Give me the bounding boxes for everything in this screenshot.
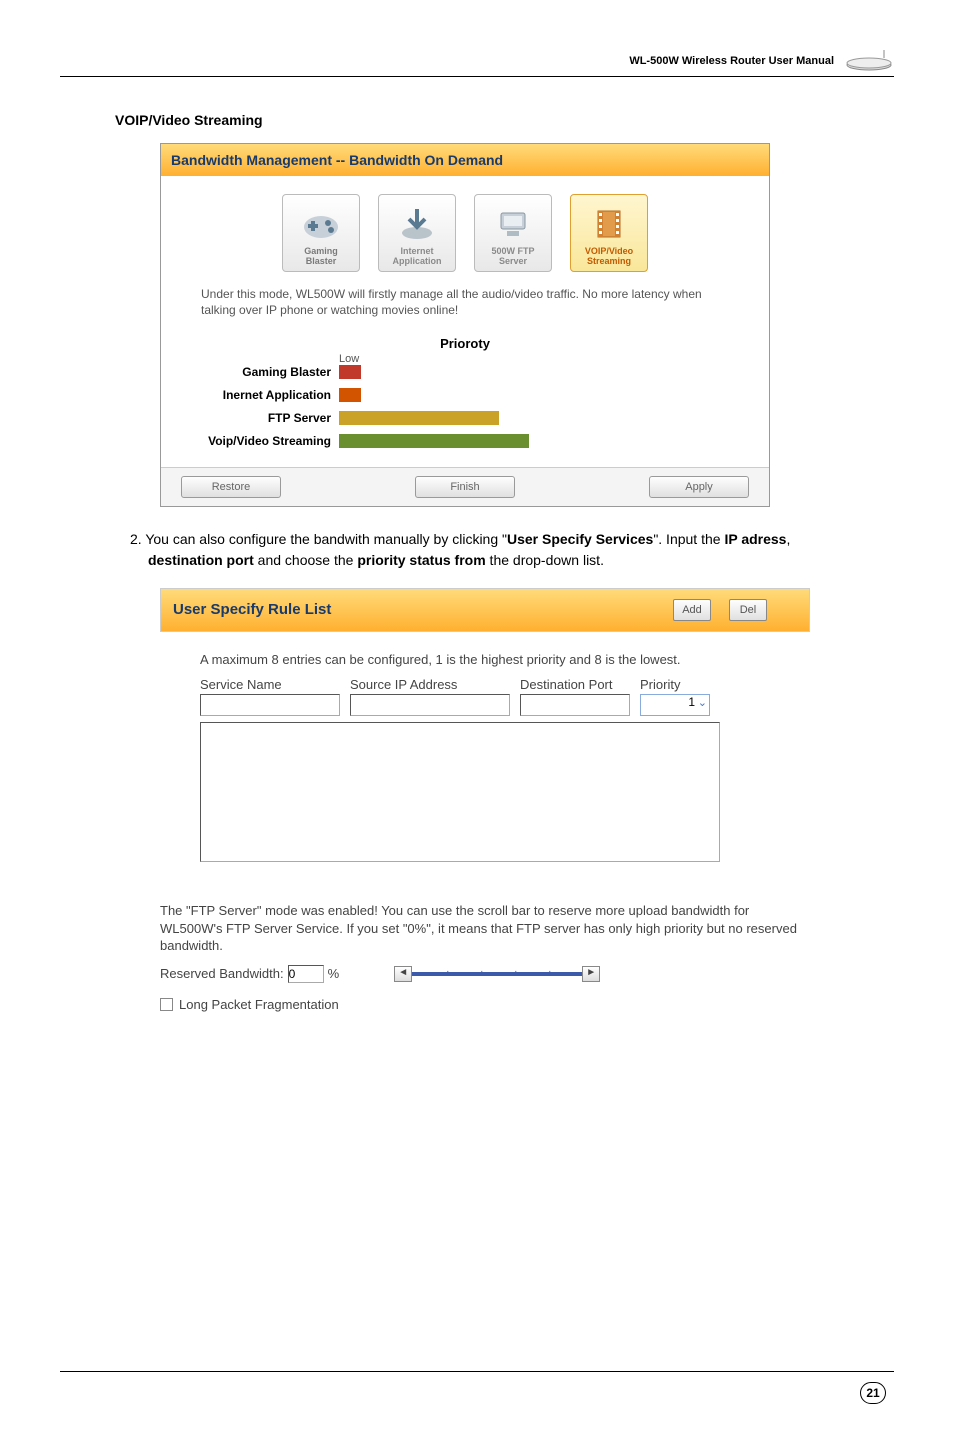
mode-label: VOIP/Video Streaming xyxy=(585,247,633,267)
mode-description: Under this mode, WL500W will firstly man… xyxy=(161,282,769,332)
download-icon xyxy=(397,205,437,243)
mode-ftp-server[interactable]: 500W FTP Server xyxy=(474,194,552,272)
rule-list-box[interactable] xyxy=(200,722,720,862)
add-button[interactable]: Add xyxy=(673,599,711,621)
long-packet-checkbox[interactable] xyxy=(160,998,173,1011)
col-service-name: Service Name xyxy=(200,677,350,692)
priority-low-label: Low xyxy=(339,353,759,365)
slider-track[interactable]: · · · · xyxy=(412,972,582,976)
t: and choose the xyxy=(254,552,358,568)
rule-inputs: 1 xyxy=(200,694,720,716)
source-ip-input[interactable] xyxy=(350,694,510,716)
restore-button[interactable]: Restore xyxy=(181,476,281,498)
long-packet-row: Long Packet Fragmentation xyxy=(160,997,810,1012)
t: priority status from xyxy=(357,552,485,568)
slider-right-icon[interactable]: ► xyxy=(582,966,600,982)
priority-bar xyxy=(339,388,361,402)
rule-input-area: Service Name Source IP Address Destinati… xyxy=(200,677,720,716)
mode-voip-video[interactable]: VOIP/Video Streaming xyxy=(570,194,648,272)
manual-title: WL-500W Wireless Router User Manual xyxy=(629,55,834,67)
col-source-ip: Source IP Address xyxy=(350,677,520,692)
mode-gaming-blaster[interactable]: Gaming Blaster xyxy=(282,194,360,272)
priority-row-label: Voip/Video Streaming xyxy=(171,434,339,448)
page-number: 21 xyxy=(860,1382,886,1404)
priority-select[interactable]: 1 xyxy=(640,694,710,716)
rule-list-panel: User Specify Rule List Add Del A maximum… xyxy=(160,588,810,1012)
priority-row: Voip/Video Streaming xyxy=(171,434,759,448)
mode-label: 500W FTP Server xyxy=(491,247,534,267)
t: IP adress xyxy=(724,531,786,547)
priority-row-label: Inernet Application xyxy=(171,388,339,402)
ftp-note: The "FTP Server" mode was enabled! You c… xyxy=(160,902,800,955)
long-packet-label: Long Packet Fragmentation xyxy=(179,997,339,1012)
priority-row: Inernet Application xyxy=(171,388,759,402)
priority-heading: Prioroty xyxy=(171,336,759,351)
bandwidth-slider[interactable]: ◄ · · · · ► xyxy=(394,966,600,982)
priority-bar xyxy=(339,411,499,425)
reserved-bandwidth-row: Reserved Bandwidth: % ◄ · · · · ► xyxy=(160,965,810,983)
computer-icon xyxy=(493,205,533,243)
t: User Specify Services xyxy=(507,531,653,547)
mode-label: Internet Application xyxy=(393,247,442,267)
priority-row-label: FTP Server xyxy=(171,411,339,425)
rule-list-header: User Specify Rule List Add Del xyxy=(160,588,810,632)
col-priority: Priority xyxy=(640,677,710,692)
col-dest-port: Destination Port xyxy=(520,677,640,692)
del-button[interactable]: Del xyxy=(729,599,767,621)
router-icon xyxy=(844,50,894,72)
bandwidth-panel: Bandwidth Management -- Bandwidth On Dem… xyxy=(160,143,770,507)
t: ". Input the xyxy=(653,531,724,547)
section-title: VOIP/Video Streaming xyxy=(115,112,894,128)
service-name-input[interactable] xyxy=(200,694,340,716)
reserved-label: Reserved Bandwidth: xyxy=(160,966,284,981)
t: the drop-down list. xyxy=(486,552,604,568)
step2-text: 2. You can also configure the bandwith m… xyxy=(130,529,839,570)
finish-button[interactable]: Finish xyxy=(415,476,515,498)
footer-rule xyxy=(60,1371,894,1372)
mode-internet-application[interactable]: Internet Application xyxy=(378,194,456,272)
gamepad-icon xyxy=(301,205,341,243)
reserved-unit: % xyxy=(328,966,340,981)
priority-row: Gaming Blaster xyxy=(171,365,759,379)
priority-bar xyxy=(339,434,529,448)
dest-port-input[interactable] xyxy=(520,694,630,716)
mode-row: Gaming Blaster Internet Application 500W… xyxy=(161,176,769,282)
t: , xyxy=(786,531,790,547)
slider-left-icon[interactable]: ◄ xyxy=(394,966,412,982)
priority-block: Prioroty Low Gaming Blaster Inernet Appl… xyxy=(161,332,769,467)
apply-button[interactable]: Apply xyxy=(649,476,749,498)
priority-row-label: Gaming Blaster xyxy=(171,365,339,379)
t: 2. You can also configure the bandwith m… xyxy=(130,531,507,547)
priority-row: FTP Server xyxy=(171,411,759,425)
reserved-bandwidth-input[interactable] xyxy=(288,965,324,983)
bandwidth-panel-title: Bandwidth Management -- Bandwidth On Dem… xyxy=(161,144,769,176)
mode-label: Gaming Blaster xyxy=(304,247,338,267)
max-entries-note: A maximum 8 entries can be configured, 1… xyxy=(200,652,810,667)
t: destination port xyxy=(148,552,254,568)
rule-columns: Service Name Source IP Address Destinati… xyxy=(200,677,720,692)
priority-bar xyxy=(339,365,361,379)
panel-button-row: Restore Finish Apply xyxy=(161,467,769,506)
rule-list-title: User Specify Rule List xyxy=(173,601,331,618)
film-icon xyxy=(589,205,629,243)
